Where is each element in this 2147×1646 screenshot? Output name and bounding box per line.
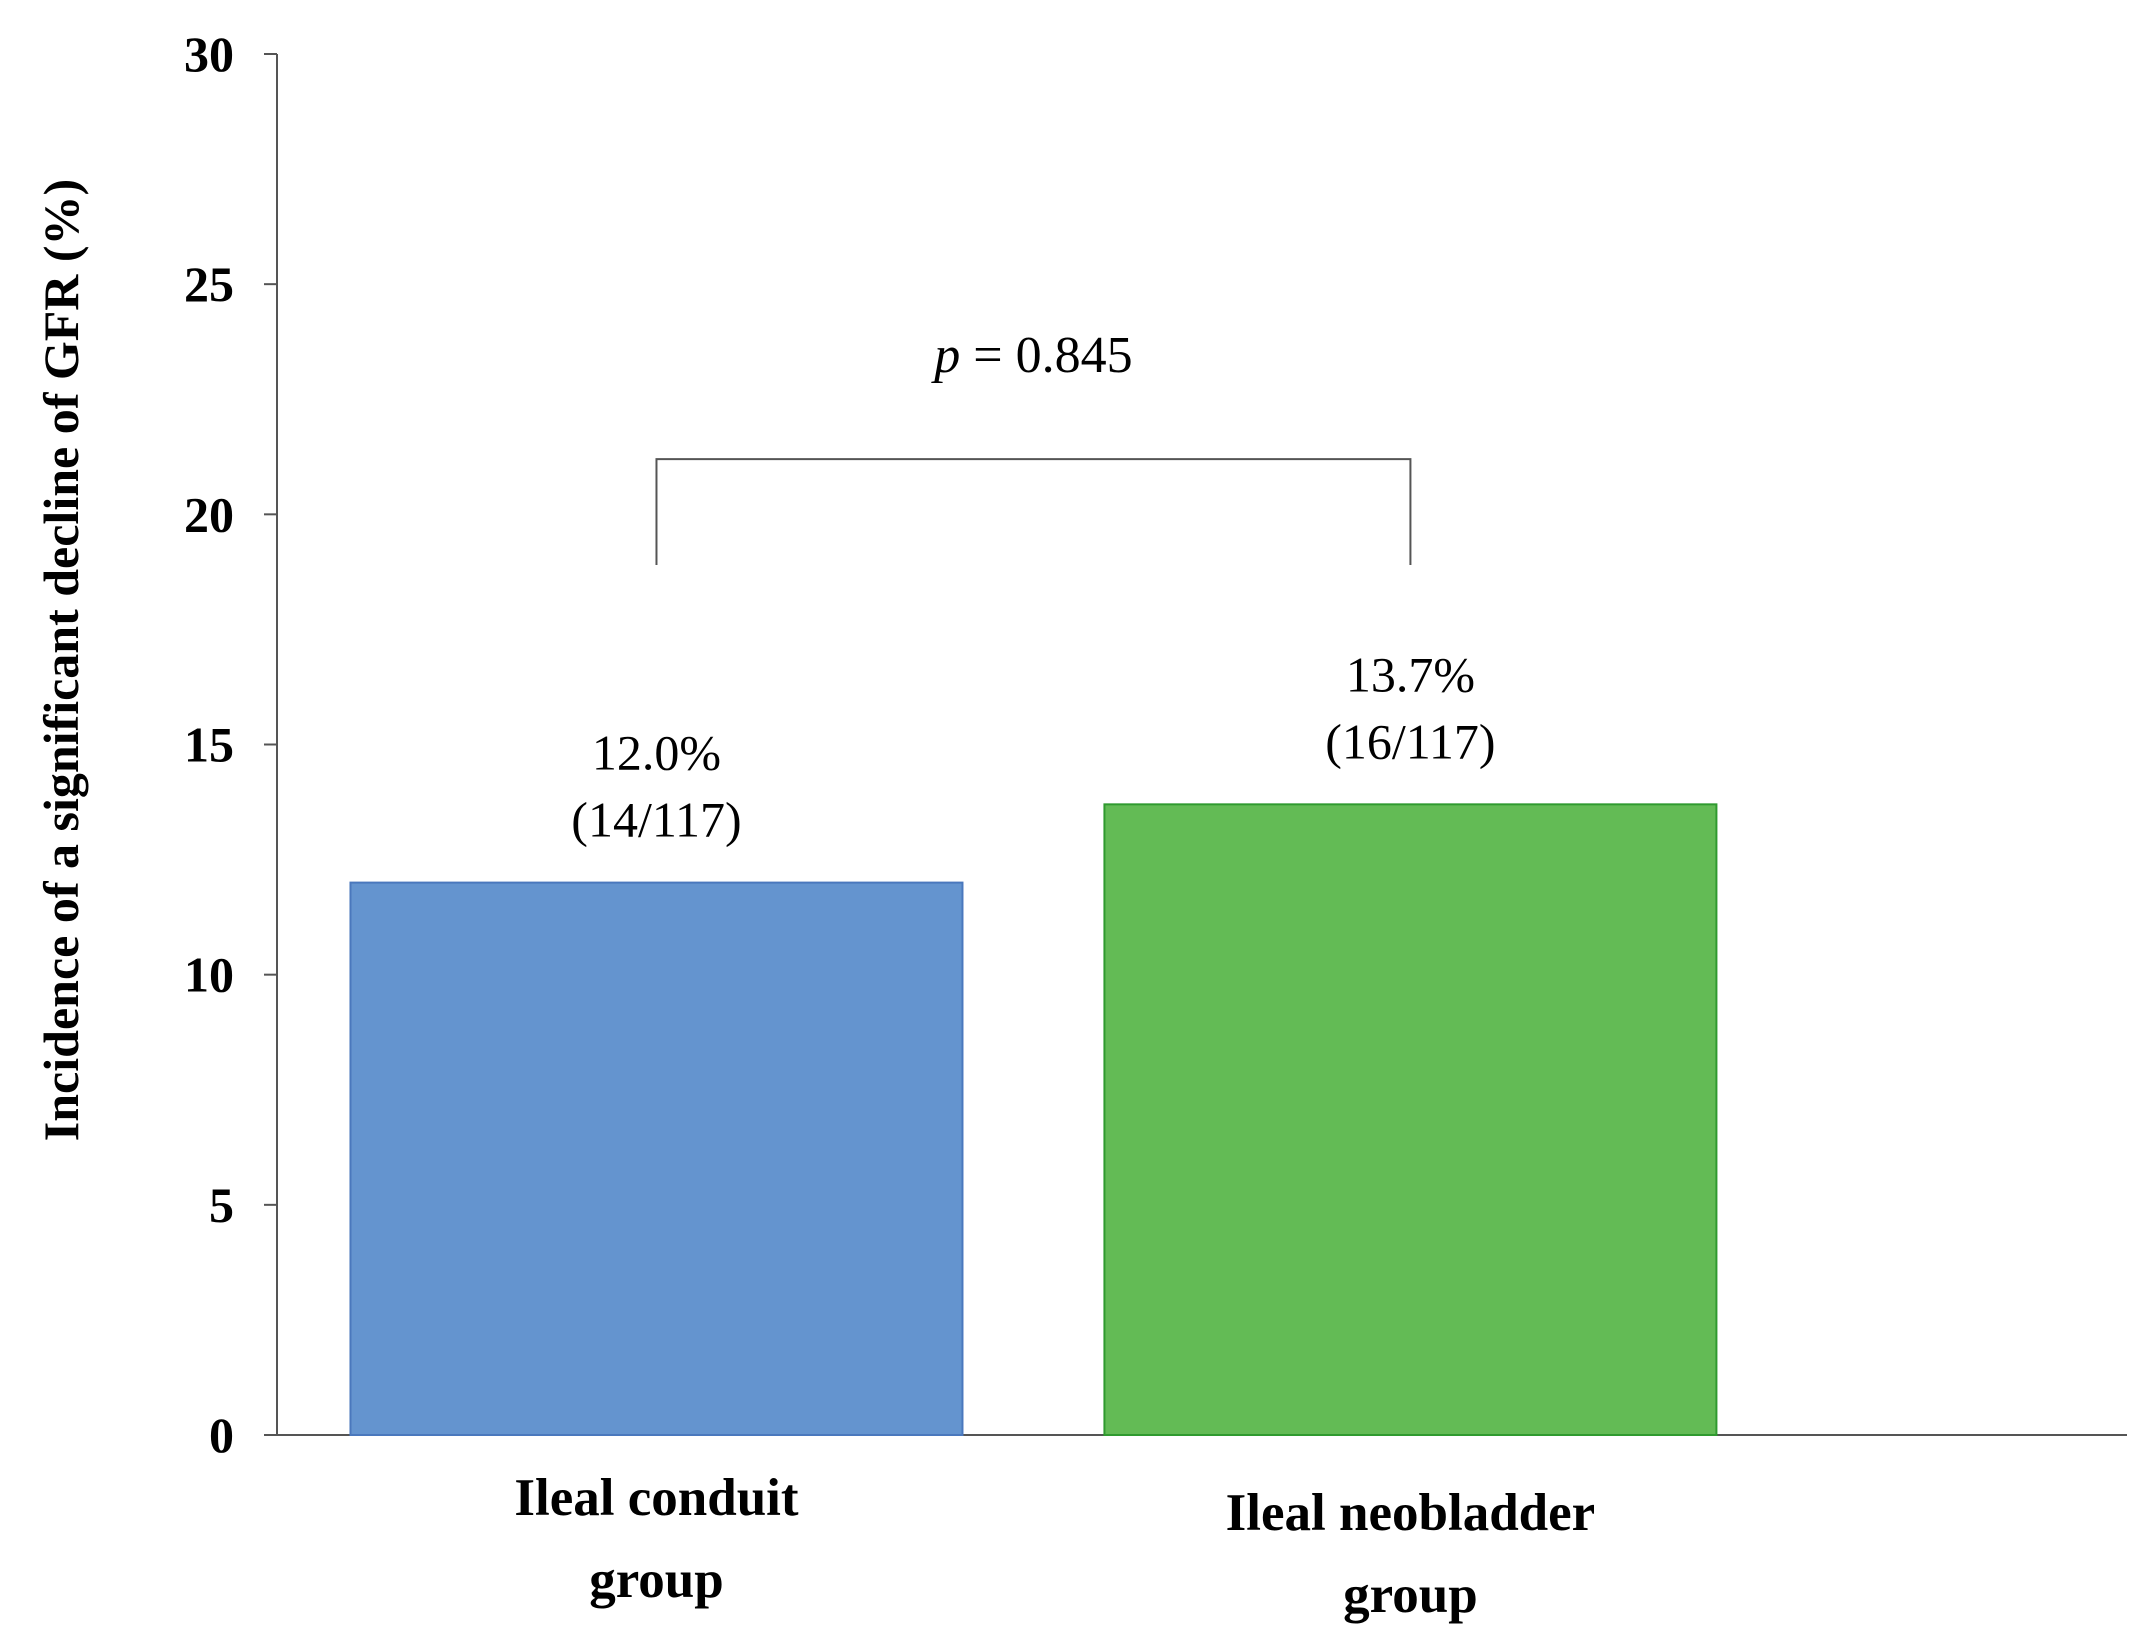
- p-value-label: p = 0.845: [930, 327, 1132, 384]
- y-tick-label: 10: [184, 947, 234, 1003]
- bar: [1103, 803, 1718, 1436]
- significance-annotation: p = 0.845: [655, 327, 1412, 565]
- y-tick-label: 5: [209, 1177, 234, 1233]
- category-label: group: [589, 1551, 724, 1609]
- p-value: = 0.845: [960, 327, 1132, 384]
- y-tick-label: 15: [184, 717, 234, 773]
- y-tick-label: 30: [184, 26, 234, 82]
- y-tick-label: 20: [184, 486, 234, 542]
- category-labels: Ileal conduit group Ileal neobladder group: [514, 1469, 1595, 1624]
- y-ticks: 0 5 10 15 20 25 30: [184, 26, 277, 1463]
- bar: [349, 881, 964, 1436]
- p-symbol: p: [930, 327, 960, 384]
- bars: [349, 803, 1718, 1436]
- category-label: group: [1343, 1566, 1478, 1624]
- bar-count-label: (14/117): [571, 792, 741, 848]
- y-tick-label: 0: [209, 1407, 234, 1463]
- bar-value-label: 12.0%: [592, 725, 721, 781]
- bar-value-label: 13.7%: [1346, 646, 1475, 702]
- significance-bracket: [655, 458, 1412, 565]
- category-label: Ileal conduit: [514, 1469, 799, 1527]
- y-axis-title: Incidence of a significant decline of GF…: [33, 179, 89, 1141]
- bar-count-label: (16/117): [1325, 713, 1495, 769]
- category-label: Ileal neobladder: [1226, 1484, 1596, 1542]
- y-tick-label: 25: [184, 256, 234, 312]
- data-labels: 12.0% (14/117) 13.7% (16/117): [571, 646, 1495, 847]
